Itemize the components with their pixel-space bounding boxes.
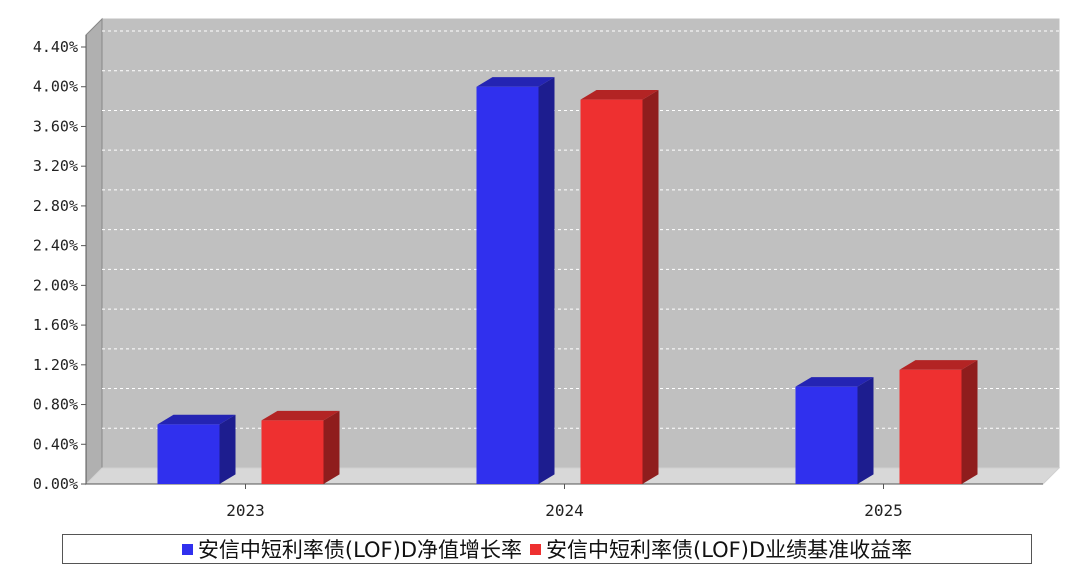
legend-label-series-2: 安信中短利率债(LOF)D业绩基准收益率: [546, 538, 913, 562]
bar-2025-series-1: [795, 377, 874, 484]
x-axis: 2023 2024 2025: [86, 483, 1043, 520]
legend-swatch-series-1: [181, 543, 193, 555]
y-tick-label: 3.20%: [33, 157, 78, 175]
y-tick-label: 1.20%: [33, 356, 78, 374]
y-axis: 0.00% 0.40% 0.80% 1.20% 1.60% 2.00% 2.40% 2.80%…: [33, 35, 87, 493]
legend-item-series-2: 安信中短利率债(LOF)D业绩基准收益率: [530, 535, 913, 563]
y-tick-label: 1.60%: [33, 316, 78, 334]
x-tick-label: 2025: [864, 501, 903, 520]
bar-2024-series-2: [580, 90, 659, 484]
bar-2023-series-1: [157, 414, 236, 484]
legend-label-series-1: 安信中短利率债(LOF)D净值增长率: [197, 538, 522, 562]
bar-2023-series-2: [261, 410, 340, 484]
y-tick-label: 0.40%: [33, 435, 78, 453]
y-tick-label: 3.60%: [33, 117, 78, 135]
y-tick-label: 0.80%: [33, 396, 78, 414]
bars: [157, 77, 978, 485]
legend-item-series-1: 安信中短利率债(LOF)D净值增长率: [181, 535, 522, 563]
y-tick-label: 4.40%: [33, 38, 78, 56]
bar-2025-series-2: [899, 360, 978, 484]
bar-2024-series-1: [476, 77, 555, 485]
legend: 安信中短利率债(LOF)D净值增长率 安信中短利率债(LOF)D业绩基准收益率: [62, 534, 1032, 564]
x-tick-label: 2024: [545, 501, 584, 520]
y-tick-label: 2.00%: [33, 276, 78, 294]
y-tick-label: 4.00%: [33, 78, 78, 96]
legend-swatch-series-2: [530, 543, 541, 555]
y-tick-label: 2.80%: [33, 197, 78, 215]
y-tick-label: 0.00%: [33, 475, 78, 493]
y-tick-label: 2.40%: [33, 237, 78, 255]
x-tick-label: 2023: [226, 501, 265, 520]
